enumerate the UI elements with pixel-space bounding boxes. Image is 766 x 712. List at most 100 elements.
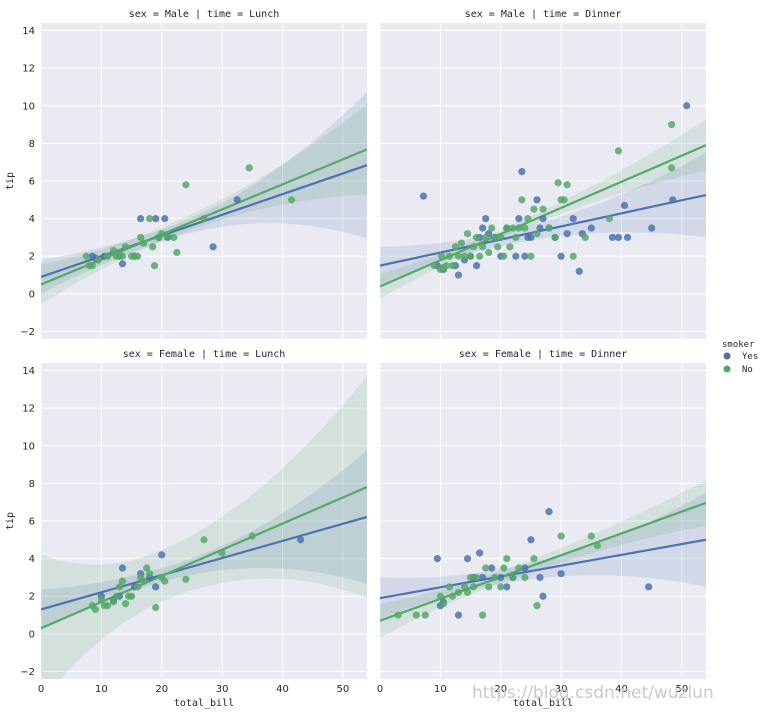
data-point-yes xyxy=(545,507,553,516)
facet-title: sex = Female | time = Dinner xyxy=(459,349,628,360)
y-tick-label: 12 xyxy=(22,64,35,75)
data-point-no xyxy=(394,611,402,619)
legend-marker-yes xyxy=(723,352,731,360)
data-point-yes xyxy=(479,573,487,582)
y-tick-label: 10 xyxy=(22,101,35,112)
data-point-no xyxy=(437,252,446,260)
data-point-yes xyxy=(521,564,529,572)
data-point-yes xyxy=(527,233,535,242)
facet-panels: sex = Male | time = Lunch−202468101214se… xyxy=(20,9,706,695)
y-axis-label-bottom: tip xyxy=(5,512,16,530)
data-point-no xyxy=(509,224,517,232)
x-axis-label-right: total_bill xyxy=(513,698,573,709)
data-point-yes xyxy=(539,215,547,223)
panel-content xyxy=(380,480,706,638)
y-tick-label: 4 xyxy=(29,554,35,565)
data-point-yes xyxy=(209,243,217,251)
data-point-no xyxy=(605,215,614,223)
data-point-no xyxy=(539,205,547,213)
legend-marker-no xyxy=(723,365,731,373)
data-point-no xyxy=(463,588,472,597)
data-point-no xyxy=(472,233,481,242)
x-tick-label: 20 xyxy=(494,684,507,695)
data-point-yes xyxy=(233,196,241,204)
data-point-no xyxy=(512,233,520,242)
data-point-no xyxy=(137,233,145,242)
data-point-no xyxy=(506,243,514,251)
data-point-yes xyxy=(536,573,544,582)
data-point-yes xyxy=(152,583,160,591)
data-point-yes xyxy=(608,233,617,242)
data-point-no xyxy=(103,252,112,260)
panel-content xyxy=(41,91,367,305)
data-point-no xyxy=(491,573,499,582)
data-point-no xyxy=(200,215,208,223)
data-point-yes xyxy=(158,551,166,559)
regression-line-yes xyxy=(380,193,706,267)
data-point-no xyxy=(182,181,190,189)
data-point-yes xyxy=(118,564,127,572)
data-point-no xyxy=(448,592,457,600)
y-tick-label: 14 xyxy=(22,366,35,377)
data-point-no xyxy=(170,233,178,242)
legend-title: smoker xyxy=(722,340,755,350)
data-point-yes xyxy=(527,536,535,544)
data-point-yes xyxy=(569,215,577,223)
data-point-no xyxy=(533,230,541,238)
x-tick-label: 50 xyxy=(675,684,688,695)
x-tick-label: 20 xyxy=(155,684,168,695)
data-point-no xyxy=(451,243,460,251)
data-point-no xyxy=(667,164,676,172)
data-point-no xyxy=(551,233,559,242)
data-point-no xyxy=(593,541,601,550)
data-point-yes xyxy=(557,252,565,260)
y-tick-label: 0 xyxy=(29,629,35,640)
data-point-no xyxy=(667,120,676,129)
data-point-no xyxy=(133,252,142,260)
data-point-yes xyxy=(623,233,632,242)
data-point-no xyxy=(469,583,478,591)
data-point-no xyxy=(88,262,96,270)
data-point-no xyxy=(173,248,181,257)
data-point-no xyxy=(158,230,166,238)
data-point-no xyxy=(530,555,538,563)
facet-panel-2: sex = Male | time = Dinner xyxy=(379,9,706,339)
data-point-yes xyxy=(575,267,583,275)
data-point-no xyxy=(448,262,457,270)
data-point-no xyxy=(421,611,429,619)
y-tick-label: 12 xyxy=(22,404,35,415)
data-point-no xyxy=(454,588,463,597)
x-tick-label: 40 xyxy=(615,684,628,695)
data-point-no xyxy=(218,549,226,557)
data-point-yes xyxy=(503,583,511,591)
x-tick-label: 30 xyxy=(216,684,229,695)
regression-line-no xyxy=(380,501,706,622)
data-point-no xyxy=(445,583,454,591)
data-point-no xyxy=(463,230,472,238)
data-point-no xyxy=(146,570,154,578)
data-point-no xyxy=(524,215,532,223)
data-point-yes xyxy=(539,592,547,600)
data-point-no xyxy=(121,600,130,608)
data-point-no xyxy=(533,602,541,610)
ci-band-no xyxy=(380,480,706,638)
data-point-no xyxy=(150,262,159,270)
data-point-yes xyxy=(620,201,629,210)
data-point-yes xyxy=(454,611,463,619)
data-point-no xyxy=(97,596,105,604)
data-point-no xyxy=(112,592,121,600)
data-point-no xyxy=(445,252,454,260)
data-point-no xyxy=(488,224,496,232)
x-axis-label-left: total_bill xyxy=(174,698,234,709)
data-point-no xyxy=(442,262,451,270)
data-point-no xyxy=(485,248,493,257)
data-point-no xyxy=(121,243,130,251)
data-point-no xyxy=(503,224,511,232)
data-point-yes xyxy=(296,536,305,544)
y-tick-label: −2 xyxy=(20,327,35,338)
data-point-yes xyxy=(533,196,541,204)
regression-line-yes xyxy=(41,515,367,611)
data-point-no xyxy=(614,147,623,155)
data-point-no xyxy=(164,231,172,240)
